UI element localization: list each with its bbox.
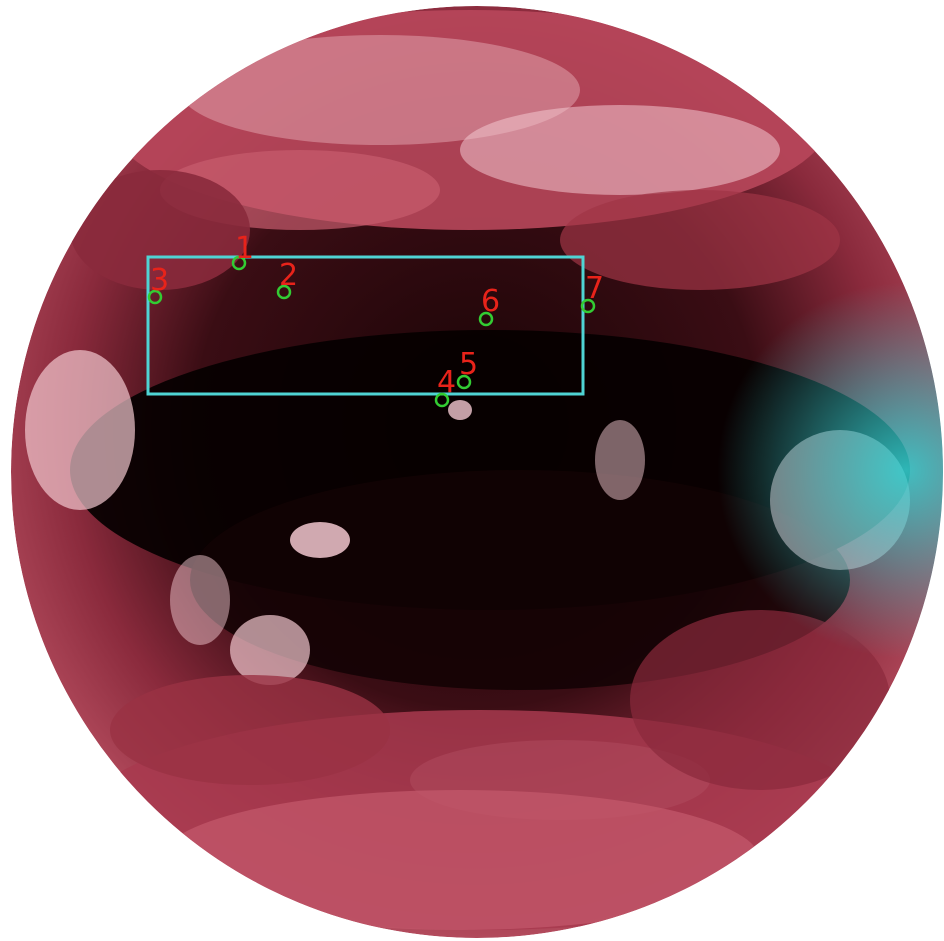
marker-1-label: 1	[235, 231, 254, 266]
marker-2: 2	[276, 258, 298, 300]
marker-7-circle	[580, 298, 596, 314]
marker-1-circle	[231, 255, 247, 271]
marker-layer: 1 2 3 4 5 6 7	[147, 231, 604, 408]
marker-6-circle	[478, 311, 494, 327]
marker-4: 4	[434, 365, 456, 408]
marker-2-label: 2	[279, 258, 298, 293]
marker-6-label: 6	[481, 284, 500, 319]
marker-2-circle	[276, 284, 292, 300]
marker-1: 1	[231, 231, 254, 271]
marker-7: 7	[580, 271, 604, 314]
marker-3: 3	[147, 263, 169, 305]
marker-5: 5	[456, 347, 478, 390]
marker-4-circle	[434, 392, 450, 408]
marker-7-label: 7	[585, 271, 604, 306]
marker-3-circle	[147, 289, 163, 305]
marker-5-label: 5	[459, 347, 478, 382]
marker-3-label: 3	[150, 263, 169, 298]
marker-6: 6	[478, 284, 500, 327]
selection-box	[146, 255, 585, 396]
marker-5-circle	[456, 374, 472, 390]
marker-4-label: 4	[437, 365, 456, 400]
